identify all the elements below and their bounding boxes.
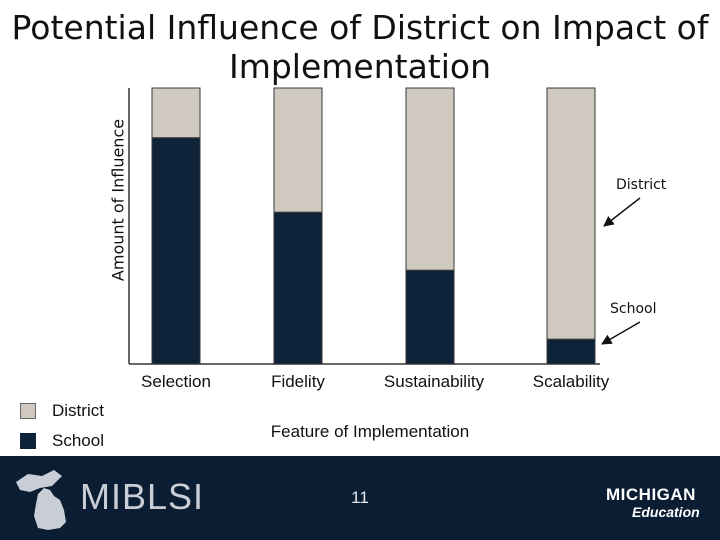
chart-plot [128, 87, 641, 365]
legend: District School [20, 396, 104, 456]
legend-swatch-school [20, 433, 36, 449]
x-tick-label: Selection [141, 372, 211, 391]
legend-item-school: School [20, 426, 104, 456]
x-axis-label: Feature of Implementation [270, 422, 470, 441]
bar-district-fidelity [273, 87, 323, 213]
district-annotation-arrow [603, 197, 641, 227]
bar-school-fidelity [273, 211, 323, 365]
x-tick-label: Fidelity [271, 372, 325, 391]
legend-swatch-district [20, 403, 36, 419]
logo-education-text: Education [632, 504, 700, 520]
michigan-map-icon [16, 470, 66, 530]
district-annotation: District [616, 177, 667, 193]
bar-district-sustainability [405, 87, 455, 271]
page-number: 11 [351, 488, 369, 507]
x-tick-label: Scalability [532, 372, 610, 391]
chart-title: Potential Influence of District on Impac… [11, 8, 709, 86]
michigan-education-logo: MICHIGAN Education [606, 485, 706, 521]
legend-label: School [52, 431, 104, 450]
legend-item-district: District [20, 396, 104, 426]
bar-district-scalability [546, 87, 596, 340]
legend-label: District [52, 401, 104, 420]
x-tick-label: Sustainability [383, 372, 485, 391]
bar-school-sustainability [405, 269, 455, 365]
bar-school-selection [151, 137, 201, 365]
bar-school-scalability [546, 338, 596, 365]
school-annotation-arrow [601, 321, 641, 345]
school-annotation: School [610, 301, 657, 317]
logo-michigan-text: MICHIGAN [606, 485, 696, 504]
bar-district-selection [151, 87, 201, 139]
footer-bar: MIBLSI 11 MICHIGAN Education [0, 456, 720, 540]
miblsi-brand: MIBLSI [80, 476, 205, 517]
